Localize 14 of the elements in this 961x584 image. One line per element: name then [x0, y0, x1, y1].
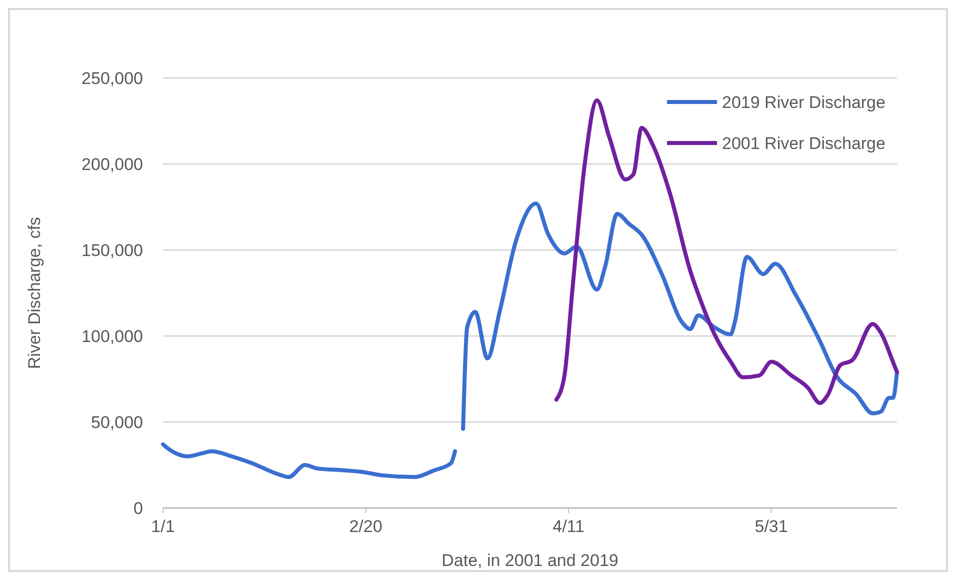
y-tick-label: 150,000: [82, 241, 143, 260]
y-tick-label: 0: [134, 499, 143, 518]
y-tick-label: 250,000: [82, 69, 143, 88]
legend-label: 2019 River Discharge: [722, 93, 886, 112]
x-tick-label: 5/31: [754, 517, 788, 536]
x-axis-title: Date, in 2001 and 2019: [442, 551, 618, 570]
x-tick-label: 4/11: [552, 517, 584, 536]
legend-label: 2001 River Discharge: [722, 134, 886, 153]
x-tick-label: 1/1: [151, 517, 175, 536]
y-tick-label: 100,000: [82, 327, 143, 346]
y-tick-label: 50,000: [91, 413, 143, 432]
y-axis-title: River Discharge, cfs: [25, 216, 44, 370]
y-tick-label: 200,000: [82, 155, 143, 174]
x-tick-label: 2/20: [349, 517, 382, 536]
